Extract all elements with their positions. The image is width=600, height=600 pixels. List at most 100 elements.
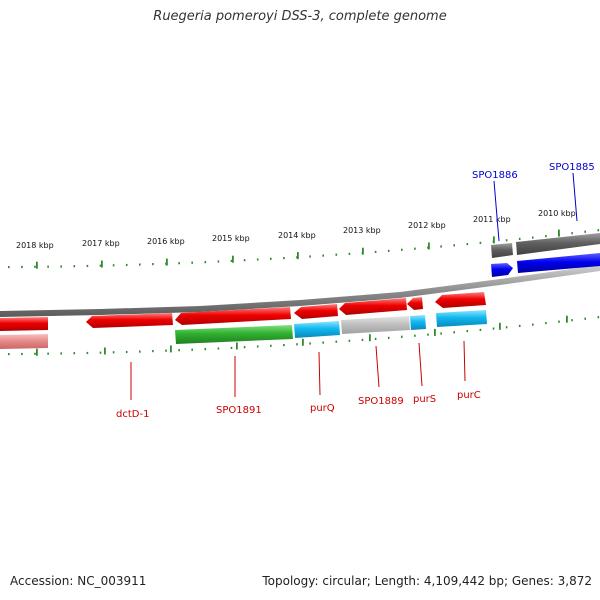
minor-tick (309, 342, 311, 345)
gene-label-purQ[interactable]: purQ (310, 403, 335, 414)
minor-tick (440, 245, 442, 248)
gene-purS-category[interactable] (410, 315, 426, 330)
minor-tick (466, 330, 469, 333)
gene-purC[interactable] (435, 292, 486, 308)
gene-label-purS[interactable]: purS (413, 394, 436, 405)
gene-SPO1891[interactable] (175, 307, 291, 325)
gene-label-SPO1889[interactable]: SPO1889 (358, 396, 404, 407)
minor-tick (571, 319, 573, 322)
minor-tick (440, 332, 442, 335)
minor-tick (309, 255, 311, 258)
major-tick (236, 342, 238, 350)
minor-tick (99, 351, 102, 354)
lower-tick-track (8, 315, 600, 356)
major-tick (36, 348, 38, 356)
minor-tick (230, 259, 233, 262)
minor-tick (545, 322, 547, 325)
leader-SPO1889 (375, 345, 380, 388)
map-title: Ruegeria pomeroyi DSS-3, complete genome (153, 9, 447, 24)
minor-tick (204, 348, 207, 351)
minor-tick (99, 264, 102, 267)
gene-purQ[interactable] (294, 304, 338, 319)
minor-tick (453, 331, 455, 334)
gene-label-SPO1886[interactable]: SPO1886 (472, 170, 518, 181)
minor-tick (191, 261, 193, 264)
gene-purC-category[interactable] (436, 310, 487, 327)
gene-purQ-category[interactable] (294, 321, 340, 338)
gene-SPO1885-gray[interactable] (516, 233, 600, 255)
minor-tick (34, 352, 36, 355)
minor-tick (204, 261, 207, 264)
minor-tick (8, 266, 10, 269)
minor-tick (453, 244, 455, 247)
minor-tick (322, 341, 324, 344)
minor-tick (532, 323, 534, 326)
minor-tick (86, 351, 89, 355)
gene-label-SPO1891[interactable]: SPO1891 (216, 405, 262, 416)
minor-tick (270, 344, 272, 347)
minor-tick (34, 265, 36, 268)
minor-tick (283, 257, 285, 260)
major-tick (362, 247, 364, 255)
kbp-label-2011: 2011 kbp (473, 215, 511, 224)
gene-left-edge-red[interactable] (0, 317, 48, 331)
major-tick (302, 338, 304, 346)
minor-tick (479, 328, 482, 331)
gene-SPO1886-blue[interactable] (491, 263, 513, 277)
minor-tick (73, 265, 76, 268)
genome-summary-label: Topology: circular; Length: 4,109,442 bp… (262, 574, 592, 588)
minor-tick (584, 230, 586, 233)
gene-left-edge-pink[interactable] (0, 334, 48, 349)
gene-purS[interactable] (407, 297, 423, 310)
genome-backbone (0, 265, 600, 317)
minor-tick (8, 353, 10, 356)
major-tick (36, 261, 38, 269)
minor-tick (466, 243, 469, 246)
minor-tick (152, 263, 154, 266)
minor-tick (243, 259, 246, 262)
minor-tick (518, 237, 521, 240)
minor-tick (348, 252, 351, 255)
minor-tick (558, 320, 560, 323)
minor-tick (427, 333, 429, 336)
gene-SPO1889[interactable] (339, 298, 407, 315)
leader-SPO1885 (572, 172, 578, 222)
minor-tick (270, 257, 272, 260)
gene-SPO1886-gray[interactable] (491, 243, 513, 258)
gene-label-dctD-1[interactable]: dctD-1 (116, 409, 149, 420)
major-tick (170, 345, 172, 353)
minor-tick (361, 338, 364, 341)
minor-tick (401, 335, 403, 338)
minor-tick (139, 350, 141, 353)
gene-SPO1891-category[interactable] (175, 325, 293, 344)
minor-tick (532, 236, 534, 239)
gene-label-SPO1885[interactable]: SPO1885 (549, 162, 595, 173)
major-tick (297, 252, 299, 260)
minor-tick (597, 316, 600, 319)
minor-tick (387, 249, 390, 252)
minor-tick (86, 264, 89, 268)
gene-label-purC[interactable]: purC (457, 390, 481, 401)
major-tick (232, 255, 234, 263)
minor-tick (217, 260, 220, 263)
minor-tick (139, 263, 141, 266)
minor-tick (125, 263, 128, 267)
minor-tick (256, 345, 259, 348)
major-tick (499, 322, 501, 330)
gene-SPO1885-blue[interactable] (517, 253, 600, 273)
major-tick (369, 334, 371, 342)
kbp-label-2012: 2012 kbp (408, 221, 446, 230)
minor-tick (505, 326, 508, 329)
gene-dctD-1[interactable] (86, 313, 173, 328)
kbp-label-2018: 2018 kbp (16, 241, 54, 250)
minor-tick (60, 352, 62, 355)
minor-tick (112, 264, 115, 267)
upper-tick-track (8, 229, 600, 269)
major-tick (558, 229, 560, 237)
minor-tick (112, 351, 115, 354)
minor-tick (414, 247, 416, 250)
leader-purS (418, 342, 423, 387)
gene-SPO1889-category[interactable] (341, 316, 410, 334)
minor-tick (584, 317, 586, 320)
